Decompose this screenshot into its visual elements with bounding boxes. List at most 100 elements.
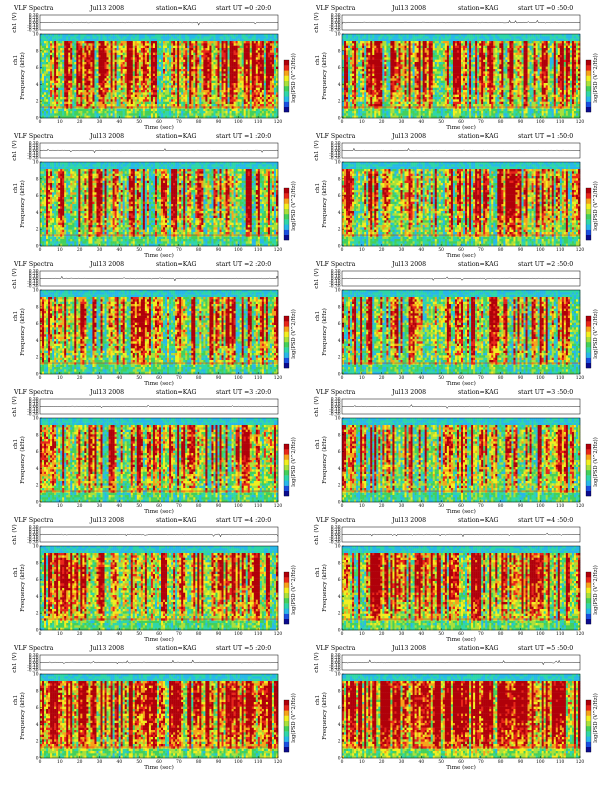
waveform-ytick-label: 0.10	[331, 530, 341, 535]
waveform-ylabel: ch1 (V)	[313, 524, 320, 544]
waveform-ytick-label: -0.20	[27, 410, 38, 415]
waveform-ytick-label: -0.10	[329, 663, 340, 668]
frequency-tick-label: 0	[338, 757, 341, 762]
frequency-tick-label: 8	[338, 49, 341, 54]
time-axis-label: Time (sec)	[144, 636, 174, 643]
waveform-ytick-label: -0.30	[329, 156, 340, 161]
time-tick-label: 10	[359, 120, 365, 125]
time-tick-label: 120	[274, 632, 283, 637]
time-tick-label: 50	[136, 760, 142, 765]
panel-title: VLF Spectra	[316, 133, 355, 140]
time-tick-label: 40	[117, 376, 123, 381]
waveform-ytick-label: 0.00	[331, 405, 341, 410]
time-axis-label: Time (sec)	[446, 380, 476, 387]
time-tick-label: 110	[556, 248, 565, 253]
waveform-ytick-label: 0.10	[29, 530, 39, 535]
time-tick-label: 20	[379, 504, 385, 509]
time-axis-label: Time (sec)	[144, 252, 174, 259]
ch1-waveform-line	[39, 659, 279, 665]
time-tick-label: 30	[399, 376, 405, 381]
frequency-tick-label: 8	[36, 49, 39, 54]
channel-label: ch1	[13, 183, 19, 193]
spectrogram-cells	[40, 290, 279, 375]
time-tick-label: 90	[518, 760, 524, 765]
waveform-ytick-label: 0.20	[331, 656, 341, 661]
ch1-waveform-line	[39, 275, 279, 282]
frequency-axis-label: Frequency (kHz)	[19, 52, 26, 100]
waveform-ytick-label: 0.00	[331, 533, 341, 538]
waveform-ytick-label: 0.20	[29, 16, 39, 21]
time-tick-label: 110	[254, 120, 263, 125]
colorbar	[585, 59, 592, 113]
time-tick-label: 0	[39, 504, 42, 509]
spectrogram-cells	[342, 674, 581, 759]
panel-title: VLF Spectra	[14, 517, 53, 524]
time-tick-label: 30	[97, 248, 103, 253]
channel-label: ch1	[13, 311, 19, 321]
waveform-ytick-label: -0.30	[27, 668, 38, 673]
frequency-tick-label: 0	[36, 757, 39, 762]
frequency-tick-label: 6	[338, 578, 341, 583]
channel-label: ch1	[315, 567, 321, 577]
frequency-tick-label: 4	[338, 467, 341, 472]
time-tick-label: 120	[576, 760, 585, 765]
time-tick-label: 0	[39, 376, 42, 381]
waveform-ylabel: ch1 (V)	[313, 652, 320, 672]
frequency-tick-label: 2	[338, 484, 341, 489]
time-tick-label: 10	[57, 376, 63, 381]
time-tick-label: 100	[234, 760, 243, 765]
frequency-tick-label: 4	[338, 83, 341, 88]
frequency-tick-label: 4	[36, 211, 39, 216]
panel-date: Jul13 2008	[90, 133, 124, 140]
vlf-spectrogram-panel: 0.300.200.100.00-0.10-0.20-0.30 ch1 (V) 0 2…	[313, 268, 599, 387]
time-tick-label: 10	[359, 376, 365, 381]
panel-date: Jul13 2008	[90, 389, 124, 396]
time-tick-label: 20	[77, 120, 83, 125]
vlf-spectrogram-panel: 0.300.200.100.00-0.10-0.20-0.30 ch1 (V) 0 2…	[11, 652, 297, 771]
waveform-ytick-label: -0.20	[27, 538, 38, 543]
waveform-ytick-label: 0.10	[331, 146, 341, 151]
waveform-ylabel: ch1 (V)	[11, 652, 18, 672]
ch1-waveform-line	[341, 147, 581, 152]
waveform-ytick-label: -0.10	[329, 407, 340, 412]
panel-start-ut: start UT =2 :50:0	[518, 261, 573, 268]
time-tick-label: 0	[341, 504, 344, 509]
waveform-ytick-label: 0.00	[331, 277, 341, 282]
time-tick-label: 60	[458, 760, 464, 765]
time-tick-label: 110	[254, 632, 263, 637]
colorbar	[283, 59, 290, 113]
ch1-waveform-line	[39, 533, 279, 538]
time-tick-label: 20	[77, 248, 83, 253]
colorbar-label: log(PSD (V^2/Hz))	[290, 181, 297, 230]
vlf-spectrogram-panel: 0.300.200.100.00-0.10-0.20-0.30 ch1 (V) 0 2…	[11, 12, 297, 131]
time-tick-label: 30	[399, 504, 405, 509]
spectrogram-cells	[40, 674, 279, 759]
time-tick-label: 10	[359, 632, 365, 637]
time-tick-label: 100	[234, 376, 243, 381]
frequency-tick-label: 8	[36, 177, 39, 182]
waveform-ytick-label: -0.20	[329, 410, 340, 415]
frequency-tick-label: 10	[33, 545, 39, 550]
frequency-axis-label: Frequency (kHz)	[321, 180, 328, 228]
time-tick-label: 30	[399, 760, 405, 765]
panel-start-ut: start UT =0 :20:0	[216, 5, 271, 12]
time-tick-label: 0	[341, 760, 344, 765]
time-tick-label: 70	[176, 376, 182, 381]
ch1-waveform-line	[341, 532, 581, 538]
spectrogram-cells	[40, 546, 279, 631]
vlf-spectrogram-panel: 0.300.200.100.00-0.10-0.20-0.30 ch1 (V) 0 2…	[313, 12, 599, 131]
time-tick-label: 60	[156, 376, 162, 381]
spectrogram-cells	[40, 162, 279, 247]
time-tick-label: 90	[518, 504, 524, 509]
time-tick-label: 40	[117, 760, 123, 765]
waveform-ytick-label: 0.00	[331, 661, 341, 666]
channel-label: ch1	[13, 567, 19, 577]
frequency-tick-label: 2	[36, 484, 39, 489]
time-tick-label: 70	[478, 504, 484, 509]
time-tick-label: 10	[57, 504, 63, 509]
waveform-ytick-label: -0.20	[329, 282, 340, 287]
time-tick-label: 20	[379, 632, 385, 637]
colorbar	[585, 443, 592, 497]
frequency-tick-label: 10	[33, 161, 39, 166]
waveform-ytick-label: -0.20	[27, 154, 38, 159]
